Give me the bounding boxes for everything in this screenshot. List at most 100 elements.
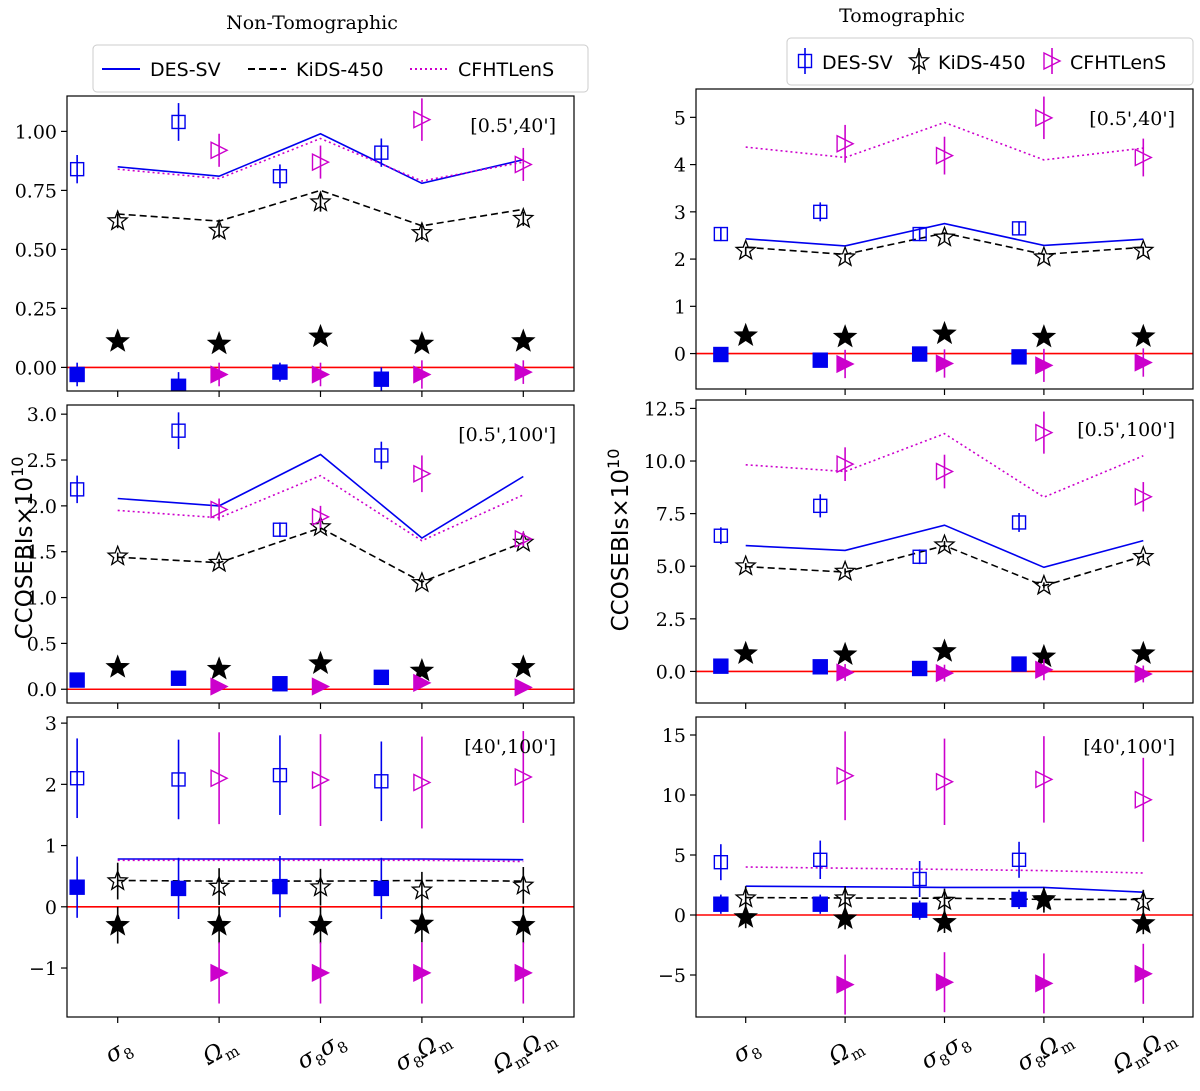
data-point <box>1131 323 1156 348</box>
series-des-sv-filled <box>713 656 1027 677</box>
data-point <box>1134 353 1153 372</box>
y-tick-label: 0.0 <box>27 679 57 701</box>
data-point <box>105 654 130 678</box>
legend-marker-label-des-sv: DES-SV <box>822 52 893 74</box>
data-point <box>813 498 828 514</box>
data-point <box>734 554 757 576</box>
y-tick-label: 3 <box>45 713 57 735</box>
data-point <box>413 773 432 792</box>
data-point <box>833 886 857 908</box>
data-point <box>210 677 229 696</box>
panel-plot-area <box>67 731 574 1004</box>
data-point <box>911 902 928 918</box>
y-tick-label: 10 <box>662 785 686 807</box>
data-point <box>106 209 129 231</box>
data-point <box>733 322 758 347</box>
data-point <box>1035 356 1054 375</box>
data-point <box>733 640 758 665</box>
range-label: [0.5',100'] <box>458 424 556 446</box>
y-tick-label: 15 <box>662 725 686 747</box>
data-point <box>272 676 288 692</box>
data-point <box>514 767 533 787</box>
data-point <box>713 855 729 870</box>
panel-background <box>696 400 1193 703</box>
data-point <box>935 146 955 165</box>
data-point <box>272 878 288 895</box>
y-tick-label: 2.5 <box>27 450 57 472</box>
series-des-sv-open <box>69 103 389 189</box>
panel-3: 0.0 0.5 1.0 1.5 2.0 2.5 3.0 [0.5',100'] <box>27 404 575 709</box>
model-line-des-sv <box>745 222 1144 247</box>
data-point <box>1011 852 1027 867</box>
data-point <box>832 905 858 930</box>
data-point <box>1035 660 1054 679</box>
series-des-sv-open <box>713 202 1027 242</box>
data-point <box>1131 640 1156 665</box>
data-point <box>1011 515 1027 530</box>
data-point <box>106 544 129 566</box>
panel-background <box>67 96 574 391</box>
y-tick-label: 1.00 <box>15 121 57 143</box>
y-tick-label: 10.0 <box>644 451 686 473</box>
data-point <box>932 638 957 662</box>
series-cfhtlens-filled <box>210 360 533 389</box>
panel-1: 0.00 0.25 0.50 0.75 1.00 [0.5',40'] <box>15 95 575 397</box>
data-point <box>1011 221 1027 236</box>
data-point <box>713 226 729 242</box>
data-point <box>511 654 536 678</box>
data-point <box>207 874 231 897</box>
data-point <box>1032 245 1056 267</box>
data-point <box>413 365 432 384</box>
y-tick-label: 0.0 <box>656 661 686 683</box>
series-kids-450-filled <box>105 650 536 682</box>
y-tick-label: 0.50 <box>15 239 57 261</box>
data-point <box>106 869 129 891</box>
data-point <box>105 328 130 352</box>
y-axis-label-left-times: × <box>12 506 38 525</box>
series-cfhtlens-filled <box>836 659 1153 684</box>
data-point <box>1134 487 1153 506</box>
data-point <box>69 879 85 895</box>
y-axis-label-right: CCOSEBIs×1010 <box>604 449 634 632</box>
series-kids-450-filled <box>733 320 1156 348</box>
data-point <box>171 423 186 438</box>
y-tick-label: −1 <box>29 958 57 980</box>
data-point <box>733 904 758 928</box>
data-point <box>932 909 957 933</box>
data-point <box>933 888 956 911</box>
series-cfhtlens-filled <box>210 673 533 697</box>
data-point <box>309 190 332 212</box>
model-line-des-sv <box>117 858 524 861</box>
data-point <box>933 533 956 555</box>
data-point <box>413 464 432 483</box>
data-point <box>1035 423 1054 442</box>
data-point <box>713 658 729 674</box>
range-label: [0.5',40'] <box>1089 108 1175 130</box>
data-point <box>1132 544 1155 567</box>
data-point <box>311 770 331 790</box>
data-point <box>836 455 855 474</box>
data-point <box>1132 238 1155 261</box>
series-des-sv-filled <box>713 346 1027 368</box>
y-tick-label: 2.0 <box>27 496 57 518</box>
series-des-sv-filled <box>69 362 390 391</box>
data-point <box>210 365 229 384</box>
data-point <box>935 663 955 683</box>
y-tick-label: 1 <box>674 296 686 318</box>
model-line-cfhtlens <box>745 866 1144 874</box>
data-point <box>311 365 331 384</box>
data-point <box>713 346 729 363</box>
y-tick-label: 1 <box>45 836 57 858</box>
series-cfhtlens-open <box>836 411 1153 512</box>
y-axis-label-left-exp: 10 <box>8 457 27 477</box>
data-point <box>311 677 331 696</box>
data-point <box>812 896 828 912</box>
model-line-cfhtlens <box>745 432 1144 499</box>
data-point <box>308 912 333 936</box>
panel-plot-area <box>696 731 1193 1015</box>
data-point <box>933 225 956 247</box>
data-point <box>413 110 432 129</box>
data-point <box>1134 790 1153 809</box>
data-point <box>373 880 390 897</box>
